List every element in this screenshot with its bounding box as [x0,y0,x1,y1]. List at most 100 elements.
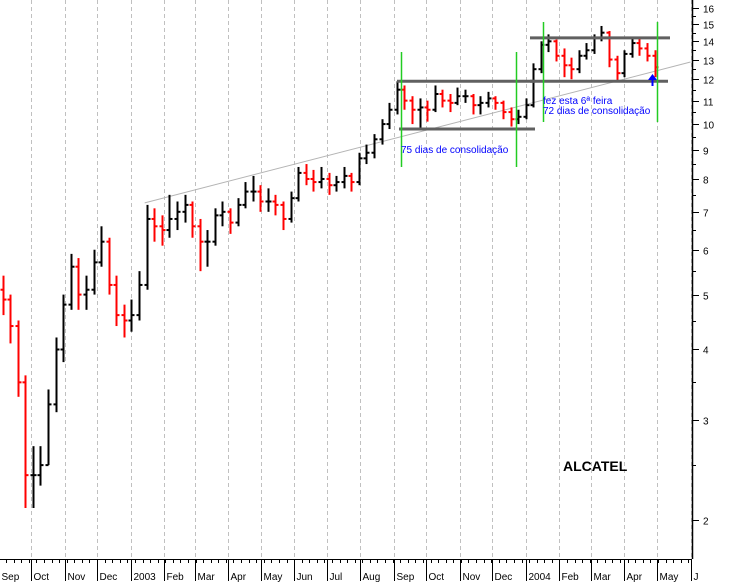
chart-title: ALCATEL [563,458,628,474]
ohlc-bar [53,337,60,413]
arrow-head [648,74,657,80]
ohlc-bar [636,37,643,56]
y-tick-label: 6 [703,247,709,258]
ohlc-bar [409,96,416,125]
ohlc-bar [235,198,242,227]
ohlc-bar [371,134,378,159]
ohlc-bar [197,218,204,272]
ohlc-bar [386,102,393,130]
x-tick-label: Dec [495,572,513,582]
ohlc-bar [257,185,264,212]
ohlc-bar [341,166,348,189]
ohlc-bar [182,194,189,223]
ohlc-bar [424,100,431,122]
ohlc-bar [159,215,166,246]
y-tick-label: 8 [703,176,709,187]
ohlc-bar [68,253,75,310]
ohlc-bar [644,43,651,62]
ohlc-bar [417,98,424,130]
ohlc-bar [485,91,492,108]
ohlc-bar [379,119,386,145]
ohlc-bar [356,152,363,186]
ohlc-bar [333,175,340,192]
annotation-consolidation-1: 75 dias de consolidação [401,145,509,156]
ohlc-bar [60,294,67,363]
ohlc-bar [288,191,295,223]
ohlc-bar [629,37,636,58]
x-tick-label: Mar [594,572,612,582]
x-tick-label: May [660,572,679,582]
month-gridlines [31,0,692,559]
ohlc-bar [113,275,120,327]
ohlc-bar [470,94,477,115]
ohlc-bar [576,50,583,74]
x-tick-label: Jul [330,572,343,582]
x-tick-label: Sep [2,572,20,582]
y-tick-label: 4 [703,346,709,357]
x-tick-label: Dec [100,572,118,582]
ohlc-bar [363,144,370,165]
ohlc-bar [212,208,219,246]
ohlc-bar [394,81,401,115]
ohlc-bar [523,98,530,120]
ohlc-bar [447,94,454,113]
ohlc-bar [189,201,196,238]
y-tick-label: 3 [703,417,709,428]
ohlc-bar [7,294,14,344]
x-tick-label: Feb [562,572,580,582]
ohlc-bar [348,172,355,192]
x-tick-label: May [264,572,283,582]
ohlc-bar [462,89,469,103]
price-bars [0,25,659,508]
ohlc-bar [401,85,408,110]
ohlc-bar [174,201,181,231]
ohlc-bar [242,182,249,209]
ohlc-bar [151,208,158,242]
y-tick-label: 13 [703,57,715,68]
y-tick-label: 9 [703,147,709,158]
x-tick-label: Nov [463,572,481,582]
ohlc-bar [128,299,135,332]
ohlc-bar [553,39,560,62]
ohlc-bar [318,166,325,189]
ohlc-bar [492,96,499,110]
ohlc-bar [568,57,575,80]
ohlc-bar [30,446,37,508]
ohlc-bar [454,87,461,106]
y-tick-label: 16 [703,5,715,16]
ohlc-bar [303,164,310,186]
y-tick-label: 15 [703,21,715,32]
ohlc-bar [432,85,439,113]
analysis-lines [397,22,670,167]
ohlc-bar [22,375,29,508]
ohlc-bar [621,50,628,78]
ohlc-bar [280,201,287,231]
ohlc-bar [272,194,279,216]
ohlc-bar [15,320,22,397]
y-tick-label: 7 [703,209,709,220]
ohlc-bar [250,175,257,202]
x-tick-label: Feb [167,572,185,582]
ohlc-bar [37,446,44,486]
ohlc-bar [530,63,537,108]
arrow-up-icon [648,74,657,86]
ohlc-bar [98,226,105,267]
x-tick-label: J [694,572,699,582]
y-tick-label: 10 [703,121,715,132]
x-tick-label: Jun [297,572,313,582]
ohlc-bar [83,275,90,310]
x-tick-label: 2004 [529,572,552,582]
analysis-overlays [144,61,691,204]
annotation-friday: fez esta 6ª feira [543,96,613,107]
axes: Sep Oct Nov Dec 2003 Feb Mar Apr May Jun Jul Aug Sep… [0,0,715,582]
x-tick-label: Mar [198,572,216,582]
x-tick-label: Aug [363,572,381,582]
ohlc-bar [0,275,7,316]
ohlc-bar [295,166,302,202]
ohlc-bar [326,172,333,195]
ohlc-bar [91,249,98,295]
ohlc-bar [500,100,507,120]
ohlc-bar [144,204,151,290]
y-tick-label: 12 [703,76,715,87]
